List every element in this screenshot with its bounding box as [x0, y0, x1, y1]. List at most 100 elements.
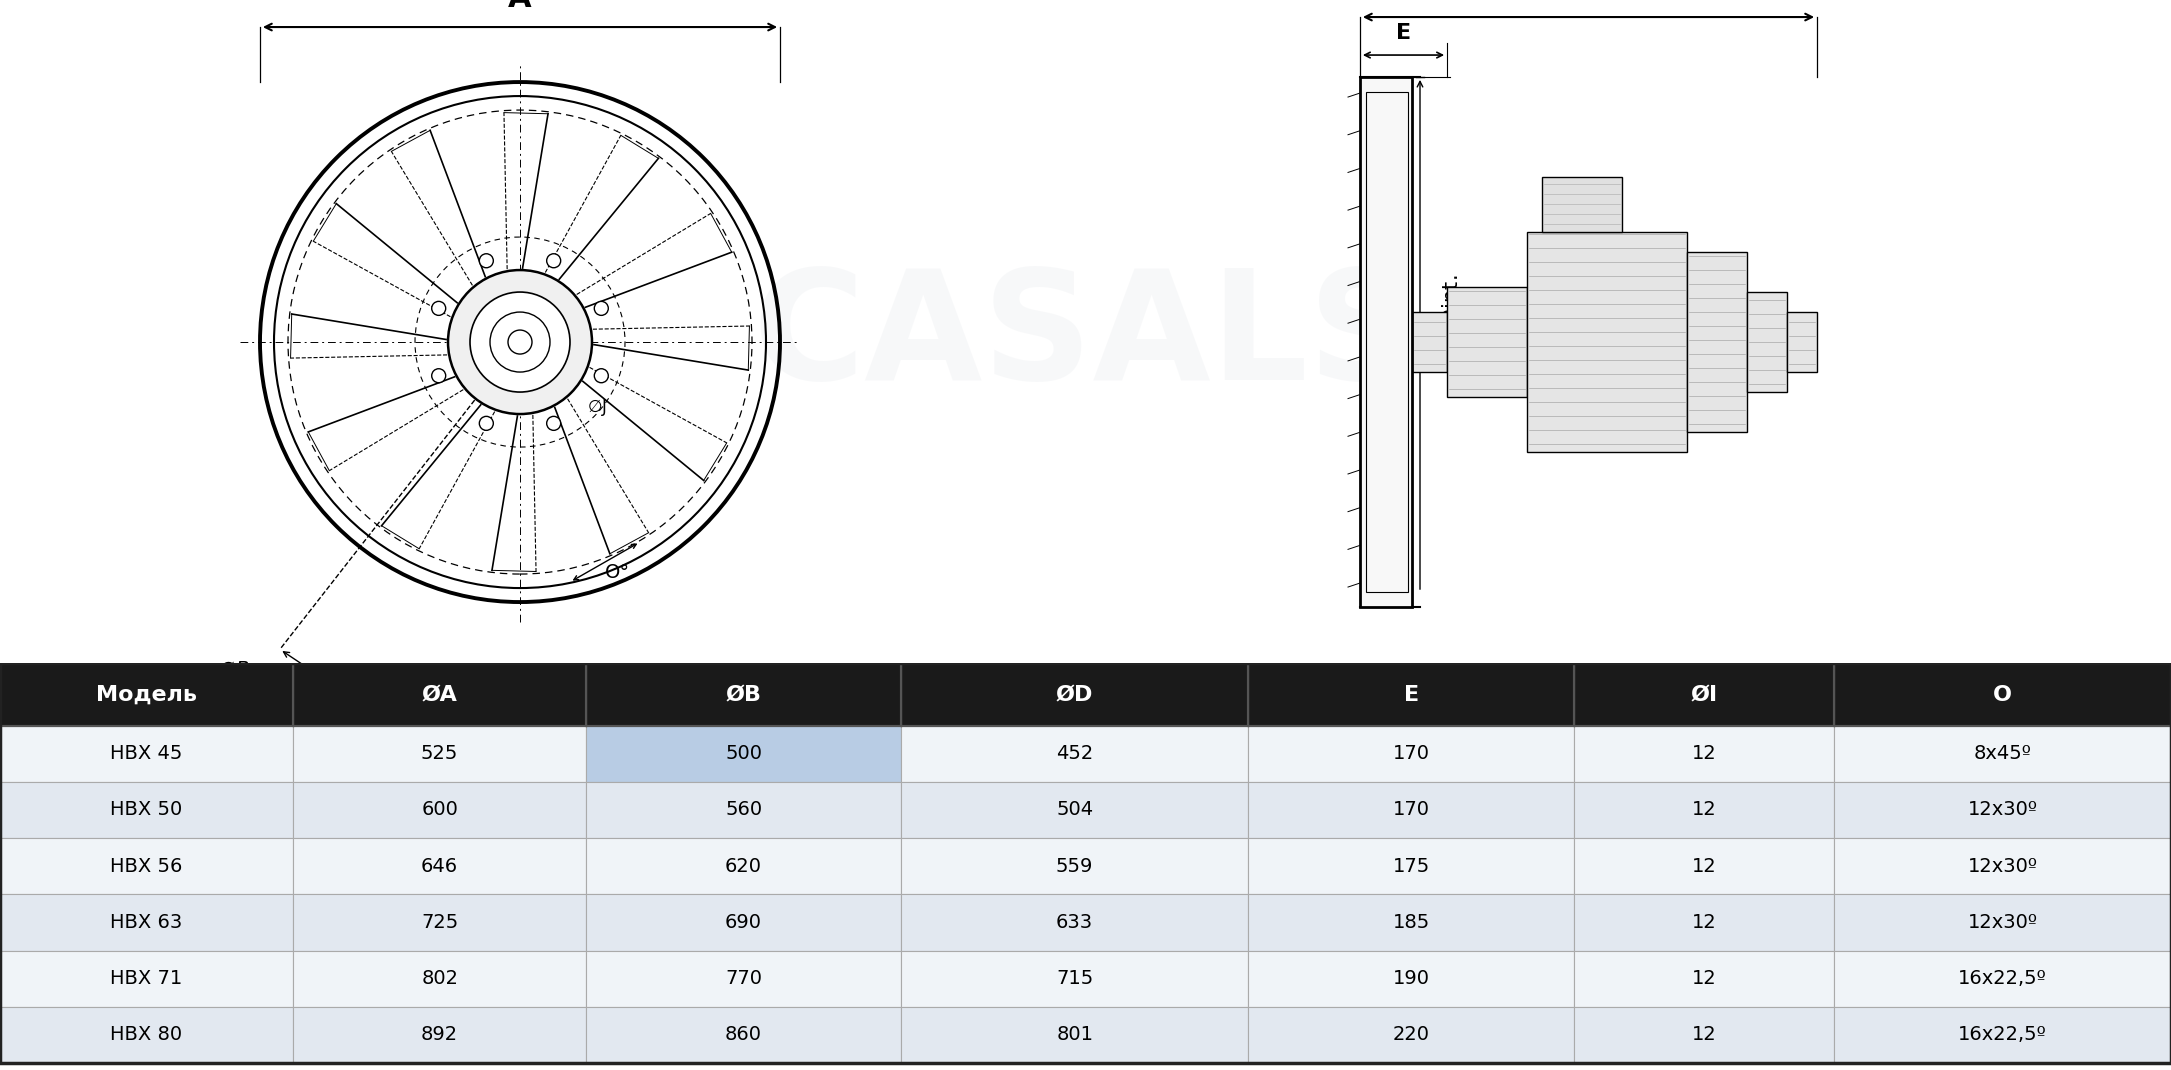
Bar [901, 782, 1248, 838]
Text: ØA: ØA [421, 685, 458, 704]
Text: 690: 690 [725, 913, 762, 932]
Text: 525: 525 [421, 745, 458, 763]
Text: 12x30º: 12x30º [1967, 913, 2039, 932]
Circle shape [469, 292, 571, 392]
Bar [1248, 950, 1574, 1007]
Text: 559: 559 [1055, 857, 1094, 875]
Bar [1248, 895, 1574, 950]
Bar [586, 950, 901, 1007]
Bar [293, 663, 586, 725]
Text: ØI: ØI [1691, 685, 1717, 704]
Bar [1834, 895, 2171, 950]
Text: 646: 646 [421, 857, 458, 875]
Text: 170: 170 [1392, 800, 1431, 820]
Bar [1574, 663, 1834, 725]
Text: HBX 56: HBX 56 [111, 857, 182, 875]
Text: 801: 801 [1055, 1025, 1094, 1044]
Text: 560: 560 [725, 800, 762, 820]
Bar [293, 1007, 586, 1063]
Text: CASALS: CASALS [751, 262, 1418, 412]
Bar [0, 782, 293, 838]
Circle shape [480, 254, 493, 268]
Bar [1411, 312, 1448, 372]
Bar [1248, 725, 1574, 782]
Bar [0, 663, 293, 725]
Text: 16x22,5º: 16x22,5º [1958, 969, 2047, 988]
Text: 770: 770 [725, 969, 762, 988]
Text: 860: 860 [725, 1025, 762, 1044]
Bar [586, 782, 901, 838]
Bar [1574, 725, 1834, 782]
Circle shape [432, 369, 445, 383]
Text: O°: O° [606, 563, 630, 582]
Text: HBX 71: HBX 71 [111, 969, 182, 988]
Bar [901, 838, 1248, 895]
Text: 16x22,5º: 16x22,5º [1958, 1025, 2047, 1044]
Bar [1448, 287, 1526, 397]
Bar [901, 1007, 1248, 1063]
Text: HBX 50: HBX 50 [111, 800, 182, 820]
Text: 8x45º: 8x45º [1973, 745, 2032, 763]
Bar [1787, 312, 1817, 372]
Text: E: E [1396, 24, 1411, 43]
Text: 220: 220 [1392, 1025, 1431, 1044]
Bar [901, 725, 1248, 782]
Text: HBX 80: HBX 80 [111, 1025, 182, 1044]
Bar [1526, 232, 1687, 452]
Circle shape [491, 312, 549, 372]
Bar [1748, 292, 1787, 392]
Text: 190: 190 [1392, 969, 1431, 988]
Bar [293, 895, 586, 950]
Text: ØD: ØD [1055, 685, 1094, 704]
Text: 620: 620 [725, 857, 762, 875]
Text: 452: 452 [1055, 745, 1094, 763]
Bar [0, 838, 293, 895]
Text: 12: 12 [1691, 857, 1717, 875]
Bar [0, 895, 293, 950]
Text: O: O [1993, 685, 2013, 704]
Bar [0, 725, 293, 782]
Bar [1574, 838, 1834, 895]
Text: 175: 175 [1392, 857, 1431, 875]
Bar [1834, 725, 2171, 782]
Text: 504: 504 [1055, 800, 1094, 820]
Bar [586, 895, 901, 950]
Bar [1834, 950, 2171, 1007]
Circle shape [547, 254, 560, 268]
Bar [293, 782, 586, 838]
Bar [586, 838, 901, 895]
Bar [1574, 1007, 1834, 1063]
Text: 802: 802 [421, 969, 458, 988]
Text: 170: 170 [1392, 745, 1431, 763]
Text: 12: 12 [1691, 969, 1717, 988]
Bar [1574, 950, 1834, 1007]
Text: CASALS: CASALS [751, 795, 1418, 944]
Text: $\varnothing$B: $\varnothing$B [219, 659, 250, 678]
Text: 12: 12 [1691, 913, 1717, 932]
Text: 725: 725 [421, 913, 458, 932]
Text: Модель: Модель [96, 685, 198, 704]
Text: 12x30º: 12x30º [1967, 857, 2039, 875]
Circle shape [547, 416, 560, 430]
Circle shape [595, 302, 608, 316]
Text: C: C [1578, 0, 1600, 3]
Circle shape [432, 302, 445, 316]
Bar [1574, 895, 1834, 950]
Bar [1366, 92, 1409, 592]
Bar [293, 838, 586, 895]
Text: 12: 12 [1691, 1025, 1717, 1044]
Bar [1834, 1007, 2171, 1063]
Bar [586, 663, 901, 725]
Text: HBX 63: HBX 63 [111, 913, 182, 932]
Text: E: E [1405, 685, 1418, 704]
Bar [293, 950, 586, 1007]
Text: 892: 892 [421, 1025, 458, 1044]
Bar [1834, 663, 2171, 725]
Text: A: A [508, 0, 532, 13]
Circle shape [480, 416, 493, 430]
Bar [1834, 782, 2171, 838]
Text: $\varnothing$ Dint.: $\varnothing$ Dint. [1442, 275, 1461, 349]
Bar [1834, 838, 2171, 895]
Bar [1248, 782, 1574, 838]
Text: 633: 633 [1055, 913, 1094, 932]
